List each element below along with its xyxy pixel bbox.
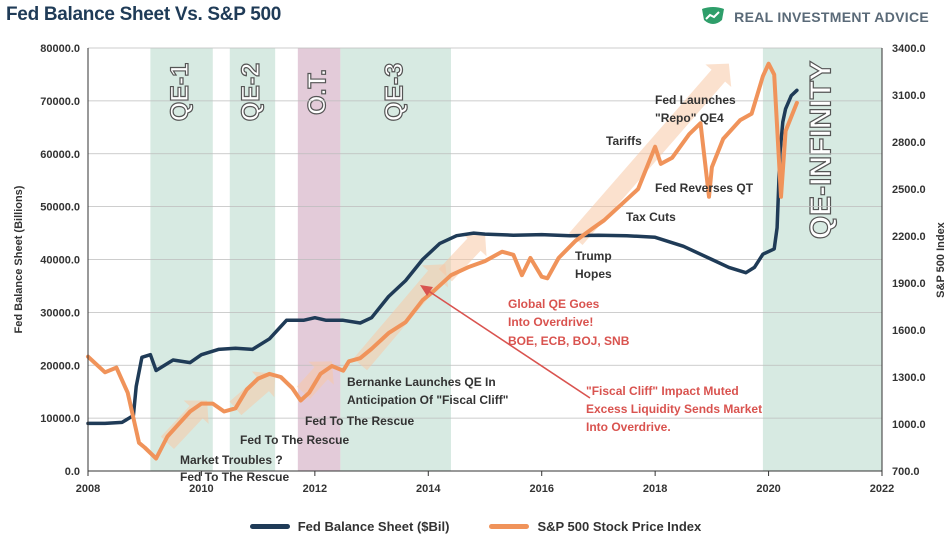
annotation-text: Market Troubles ?	[180, 453, 283, 467]
pointer-arrowhead	[420, 285, 433, 296]
legend-label-spx: S&P 500 Stock Price Index	[537, 519, 702, 534]
annotation-text: "Repo" QE4	[655, 111, 724, 125]
x-tick-label: 2014	[416, 483, 441, 495]
annotations: Market Troubles ? Fed To The Rescue Fed To…	[180, 93, 762, 484]
y-tick-label: 60000.0	[40, 149, 80, 161]
trend-arrow	[229, 371, 276, 416]
green-chart-shield-icon	[702, 7, 725, 24]
annotation-text: Global QE Goes	[508, 297, 600, 311]
legend-item-fed: Fed Balance Sheet ($Bil)	[249, 519, 450, 534]
brand-name: REAL INVESTMENT ADVICE	[734, 9, 929, 25]
y2-tick-label: 1900.0	[892, 278, 926, 290]
annotation-text: Fed To The Rescue	[240, 433, 349, 447]
y2-tick-label: 2800.0	[892, 137, 926, 149]
y2-tick-label: 1300.0	[892, 372, 926, 384]
band-label: QE-2	[237, 63, 265, 121]
y2-tick-label: 3100.0	[892, 90, 926, 102]
annotation-text: Excess Liquidity Sends Market	[586, 402, 762, 416]
legend-item-spx: S&P 500 Stock Price Index	[489, 519, 701, 534]
x-tick-label: 2016	[529, 483, 553, 495]
band-label: QE-1	[166, 63, 194, 121]
y-tick-label: 20000.0	[40, 360, 80, 372]
y-tick-label: 50000.0	[40, 202, 80, 214]
annotation-text: Trump	[575, 249, 612, 263]
annotation-text: "Fiscal Cliff" Impact Muted	[586, 384, 739, 398]
series-spx-line	[86, 61, 799, 461]
y-tick-label: 0.0	[65, 466, 80, 478]
x-tick-label: 2018	[643, 483, 667, 495]
trend-arrow	[160, 400, 209, 449]
y2-axis-title: S&P 500 Index	[935, 221, 947, 297]
legend-label-fed: Fed Balance Sheet ($Bil)	[297, 519, 450, 534]
annotation-text: BOE, ECB, BOJ, SNB	[508, 334, 630, 348]
y-tick-label: 70000.0	[40, 96, 80, 108]
legend-swatch-spx	[489, 524, 530, 529]
y2-tick-label: 3400.0	[892, 43, 926, 55]
annotation-text: Tariffs	[606, 134, 642, 148]
pointer-arrow-line	[426, 289, 591, 399]
y2-tick-label: 1600.0	[892, 325, 926, 337]
band-label: O.T.	[304, 69, 332, 115]
brand: REAL INVESTMENT ADVICE	[700, 6, 929, 28]
annotation-text: Into Overdrive!	[508, 315, 593, 329]
annotation-text: Tax Cuts	[626, 210, 676, 224]
band-label: QE-3	[380, 63, 408, 121]
annotation-text: Anticipation Of "Fiscal Cliff"	[347, 393, 508, 407]
band-label: QE-INFINITY	[804, 61, 837, 239]
y2-tick-label: 2500.0	[892, 184, 926, 196]
annotation-text: Fed Reverses QT	[655, 181, 754, 195]
x-tick-label: 2008	[76, 483, 100, 495]
legend: Fed Balance Sheet ($Bil) S&P 500 Stock P…	[0, 519, 951, 534]
annotation-text: Into Overdrive.	[586, 420, 671, 434]
series-lines	[86, 61, 799, 461]
y2-tick-label: 2200.0	[892, 231, 926, 243]
annotation-text: Fed To The Rescue	[305, 414, 414, 428]
chart-title: Fed Balance Sheet Vs. S&P 500	[6, 4, 282, 25]
y-tick-label: 10000.0	[40, 413, 80, 425]
x-tick-label: 2010	[189, 483, 213, 495]
annotation-text: Bernanke Launches QE In	[347, 375, 496, 389]
y2-tick-label: 700.0	[892, 466, 920, 478]
legend-swatch-fed	[249, 524, 290, 529]
x-tick-label: 2012	[303, 483, 327, 495]
axes: 0.0 10000.0 20000.0 30000.0 40000.0 50000.0 60…	[13, 43, 947, 495]
y-axis-title: Fed Balance Sheet (Billions)	[13, 185, 25, 333]
y-tick-label: 80000.0	[40, 43, 80, 55]
y-tick-label: 30000.0	[40, 307, 80, 319]
x-tick-label: 2022	[870, 483, 894, 495]
y-tick-label: 40000.0	[40, 255, 80, 267]
series-fed-balance-line	[86, 88, 799, 426]
annotation-text: Fed Launches	[655, 93, 736, 107]
annotation-text: Hopes	[575, 267, 612, 281]
trend-arrow	[438, 232, 487, 282]
annotation-text: Fed To The Rescue	[180, 470, 289, 484]
y2-tick-label: 1000.0	[892, 419, 926, 431]
x-tick-label: 2020	[756, 483, 780, 495]
